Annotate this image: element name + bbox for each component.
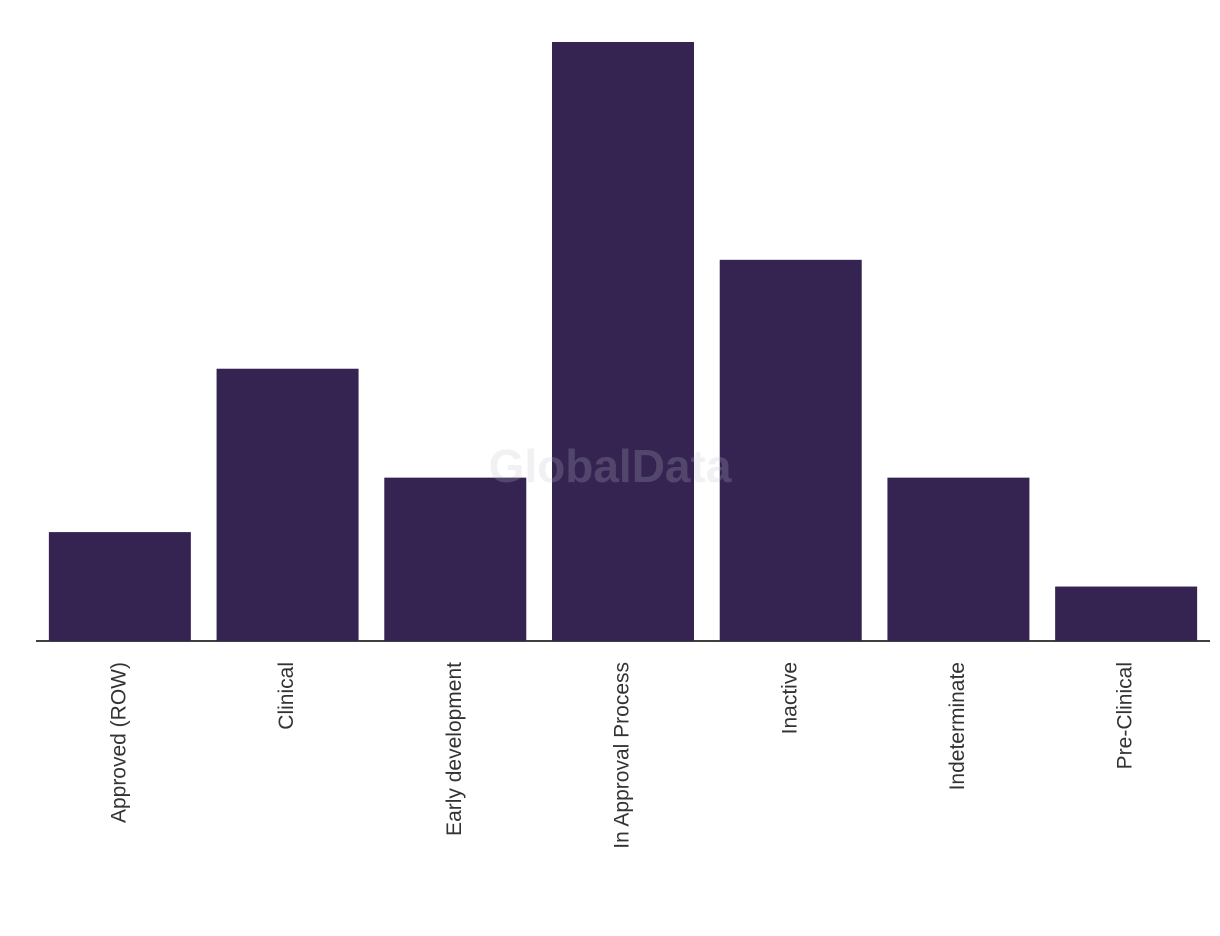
x-tick-label: Inactive	[778, 662, 801, 734]
bar	[216, 368, 359, 641]
bar	[1055, 586, 1198, 641]
x-tick-label: Clinical	[275, 662, 298, 730]
bar	[48, 532, 191, 641]
bar	[384, 477, 527, 641]
x-tick-label: Pre-Clinical	[1114, 662, 1137, 769]
bar	[552, 42, 694, 641]
x-tick-label: Approved (ROW)	[107, 662, 130, 823]
bar	[887, 477, 1030, 641]
watermark: GlobalData	[489, 440, 732, 492]
x-tick-label: Indeterminate	[946, 662, 969, 790]
x-tick-label: In Approval Process	[611, 662, 634, 849]
bar	[719, 259, 862, 641]
x-tick-label: Early development	[443, 662, 466, 836]
